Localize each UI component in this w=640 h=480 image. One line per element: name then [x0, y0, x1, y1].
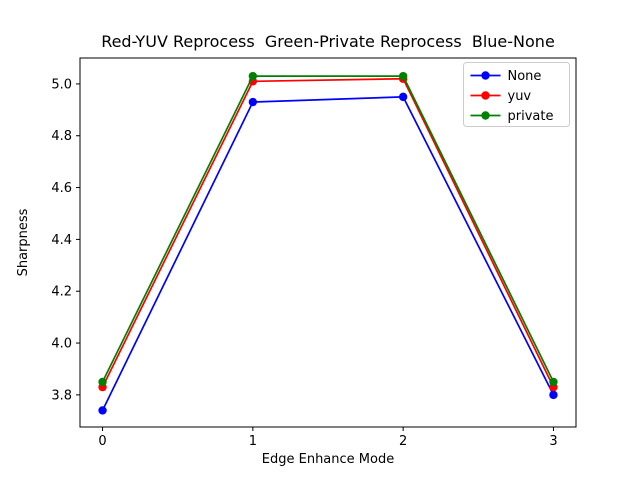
data-point-marker — [248, 97, 258, 107]
series-None — [98, 92, 558, 415]
series-line — [101, 96, 555, 411]
y-axis-label: Sharpness — [16, 208, 31, 276]
series-line — [101, 75, 555, 383]
y-tick-label: 4.8 — [51, 129, 72, 144]
x-tick-label: 3 — [549, 434, 557, 449]
legend: None yuv private — [463, 62, 570, 127]
data-point-marker — [98, 377, 107, 387]
legend-box — [463, 62, 570, 127]
legend-marker — [481, 71, 490, 80]
data-point-marker — [398, 71, 408, 81]
legend-marker — [481, 111, 490, 120]
y-tick-label: 4.0 — [51, 337, 72, 352]
data-point-marker — [549, 377, 558, 387]
plot-area: 0 1 2 3 3.8 4.0 4.2 4.4 4.6 4.8 5.0 — [51, 57, 577, 449]
series-private — [98, 71, 558, 387]
data-point-marker — [98, 406, 107, 415]
x-tick-label: 1 — [249, 434, 257, 449]
data-point-marker — [248, 71, 258, 81]
axes-spines — [79, 57, 577, 428]
legend-label: None — [508, 69, 542, 84]
y-tick-label: 5.0 — [51, 77, 72, 92]
legend-entry-yuv: yuv — [470, 89, 532, 104]
legend-marker — [481, 91, 490, 100]
legend-entry-None: None — [470, 69, 542, 84]
x-axis-label: Edge Enhance Mode — [262, 452, 394, 467]
y-tick-label: 3.8 — [51, 388, 72, 403]
y-tick-label: 4.6 — [51, 181, 72, 196]
series-line — [101, 77, 555, 388]
legend-label: private — [508, 109, 554, 124]
legend-entry-private: private — [470, 109, 554, 124]
y-tick-label: 4.4 — [51, 233, 72, 248]
x-tick-label: 2 — [399, 434, 407, 449]
data-point-marker — [398, 92, 408, 102]
y-tick-label: 4.2 — [51, 285, 72, 300]
x-tick-label: 0 — [98, 434, 106, 449]
chart-title: Red-YUV Reprocess Green-Private Reproces… — [101, 32, 555, 51]
legend-label: yuv — [508, 89, 532, 104]
data-point-marker — [549, 390, 558, 400]
